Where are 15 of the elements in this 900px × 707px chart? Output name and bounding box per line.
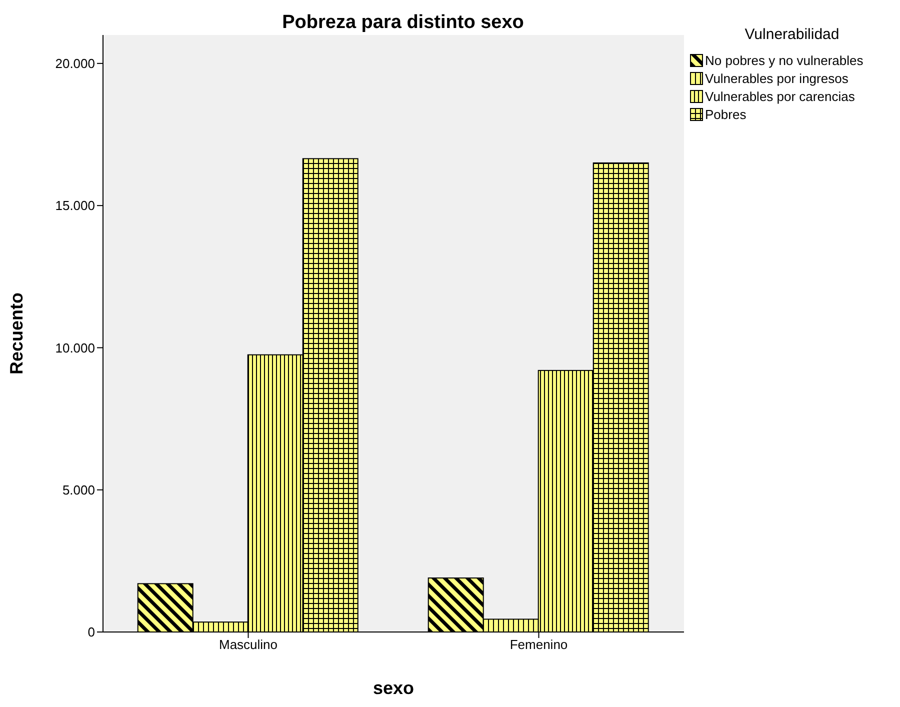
y-tick-label: 20.000 [55, 56, 95, 72]
x-tick-label: Femenino [510, 637, 568, 652]
y-axis-title: Recuento [6, 292, 26, 375]
x-axis-title: sexo [372, 678, 414, 698]
y-tick-label: 0 [88, 624, 95, 640]
legend-title: Vulnerabilidad [744, 26, 840, 43]
legend-label: Vulnerables por carencias [705, 88, 855, 104]
legend-label: No pobres y no vulnerables [705, 52, 864, 68]
y-tick-label: 10.000 [55, 340, 95, 356]
chart-title: Pobreza para distinto sexo [281, 12, 525, 34]
y-tick-label: 5.000 [62, 482, 95, 498]
legend-label: Pobres [705, 106, 746, 122]
y-tick-label: 15.000 [55, 198, 95, 214]
legend-label: Vulnerables por ingresos [705, 70, 848, 86]
x-tick-label: Masculino [218, 637, 278, 652]
